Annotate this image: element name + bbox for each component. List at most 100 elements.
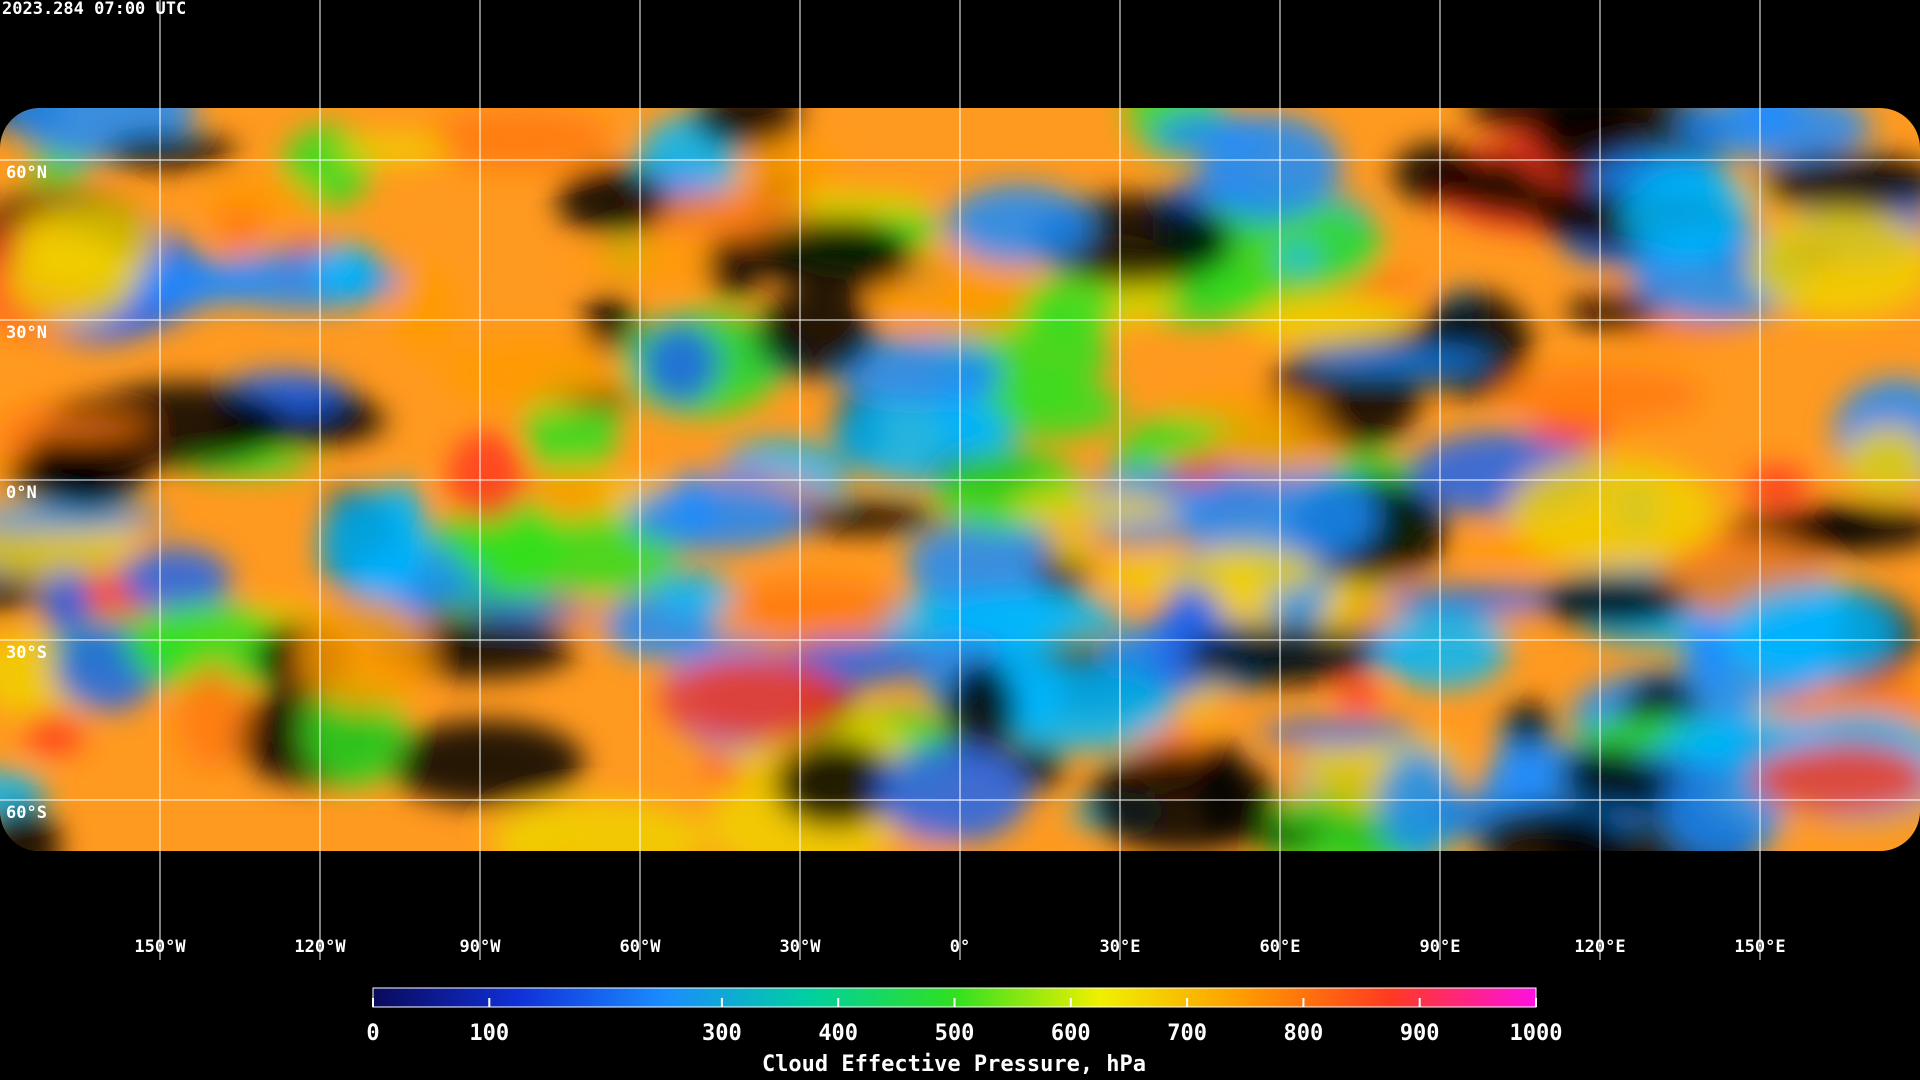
lon-label: 60°E (1260, 937, 1301, 957)
cloud-blob (1168, 394, 1322, 423)
cloud-blob (1380, 585, 1592, 614)
cloud-blob (1500, 366, 1704, 425)
lon-label: 60°W (620, 937, 662, 957)
cloud-blob (28, 155, 87, 183)
cloud-blob (119, 546, 232, 612)
colorbar-tick-label: 700 (1167, 1021, 1207, 1046)
cloud-blob (765, 218, 915, 295)
colorbar-tick-label: 600 (1051, 1021, 1091, 1046)
lat-label: 60°N (6, 163, 47, 183)
cloud-blob (706, 233, 765, 298)
colorbar-tick-label: 0 (366, 1021, 379, 1046)
cloud-blob (944, 659, 1017, 766)
colorbar-tick-label: 800 (1284, 1021, 1324, 1046)
graticule (0, 0, 1920, 960)
cloud-blob (1297, 348, 1492, 374)
cloud-blob (1467, 108, 1640, 139)
cloud-blob (1244, 824, 1321, 849)
cloud-blob (577, 245, 732, 278)
colorbar-tick-label: 500 (935, 1021, 975, 1046)
cloud-blob (1392, 143, 1485, 204)
cloud-blob (319, 491, 428, 597)
imagery-blobs (0, 108, 1920, 851)
cloud-blob (0, 505, 169, 531)
lon-label: 120°W (294, 937, 346, 957)
timestamp: 2023.284 07:00 UTC (2, 0, 186, 19)
colorbar-label: Cloud Effective Pressure, hPa (762, 1052, 1146, 1077)
cloud-blob (875, 743, 1031, 844)
colorbar-tick-label: 1000 (1510, 1021, 1563, 1046)
lat-label: 60°S (6, 803, 47, 823)
cloud-blob (626, 481, 811, 551)
cloud-blob (659, 655, 843, 743)
colorbar-tick-label: 900 (1400, 1021, 1440, 1046)
cloud-blob (1338, 678, 1380, 713)
cloud-blob (1184, 625, 1374, 686)
cloud-blob (1503, 701, 1552, 747)
cloud-blob (424, 108, 613, 170)
lat-label: 30°S (6, 643, 47, 663)
colorbar-tick-label: 300 (702, 1021, 742, 1046)
cloud-blob (4, 108, 196, 161)
cloud-blob (743, 138, 839, 196)
cloud-blob (1013, 491, 1181, 525)
colorbar-tick-label: 400 (818, 1021, 858, 1046)
lat-label: 30°N (6, 323, 47, 343)
cloud-blob (0, 805, 61, 851)
cloud-blob (1210, 419, 1341, 476)
cloud-blob (1688, 614, 1729, 686)
cloud-blob (24, 709, 85, 756)
cloud-blob (439, 336, 626, 408)
cloud-blob (387, 720, 585, 806)
cloud-blob (982, 665, 1177, 750)
cloud-blob (1259, 719, 1420, 746)
lon-label: 30°E (1100, 937, 1141, 957)
cloud-blob (1183, 461, 1379, 569)
lat-label: 0°N (6, 483, 37, 503)
cloud-blob (780, 501, 940, 535)
cloud-blob (721, 578, 902, 639)
cloud-blob (946, 184, 1094, 266)
lon-label: 30°W (780, 937, 822, 957)
cloud-blob (313, 242, 377, 299)
colorbar-tick-label: 100 (469, 1021, 509, 1046)
cloud-blob (1172, 545, 1320, 597)
colorbar-ticks: 0 100 300 400 500 600 700 800 900 1000 (366, 998, 1562, 1046)
cloud-blob (1377, 607, 1510, 689)
cloud-blob (125, 603, 289, 689)
cloud-blob (1676, 108, 1872, 161)
cloud-blob (0, 770, 47, 814)
cloud-blob (1020, 277, 1119, 335)
cloud-blob (1049, 531, 1092, 568)
cloud-blob (507, 814, 585, 851)
cloud-blob (976, 378, 1124, 439)
cloud-blob (1622, 162, 1752, 264)
lon-label: 150°W (134, 937, 186, 957)
cloud-blob (466, 598, 591, 623)
cloud-blob (40, 569, 93, 635)
cloud-blob (773, 739, 896, 829)
cloud-blob (755, 289, 877, 377)
lon-label: 120°E (1574, 937, 1625, 957)
cloud-blob (1540, 574, 1691, 628)
cloud-blob (339, 134, 451, 164)
cloud-blob (1277, 243, 1319, 272)
cloud-blob (1476, 803, 1627, 851)
cloud-blob (104, 134, 238, 169)
cloud-blob (582, 294, 636, 353)
cloud-blob (651, 571, 736, 618)
cloud-blob (203, 180, 317, 209)
cloud-blob (905, 521, 1071, 607)
cloud-blob (1753, 744, 1920, 815)
lon-label: 0° (950, 937, 970, 957)
cloud-blob (298, 597, 431, 711)
cloud-blob (876, 243, 1043, 337)
cloud-blob (1759, 153, 1920, 213)
cloud-blob (1151, 112, 1268, 156)
cloud-blob (31, 398, 152, 511)
cloud-blob (447, 431, 527, 523)
lon-label: 90°W (460, 937, 502, 957)
cloud-blob (1747, 208, 1920, 319)
cloud-blob (177, 665, 244, 771)
